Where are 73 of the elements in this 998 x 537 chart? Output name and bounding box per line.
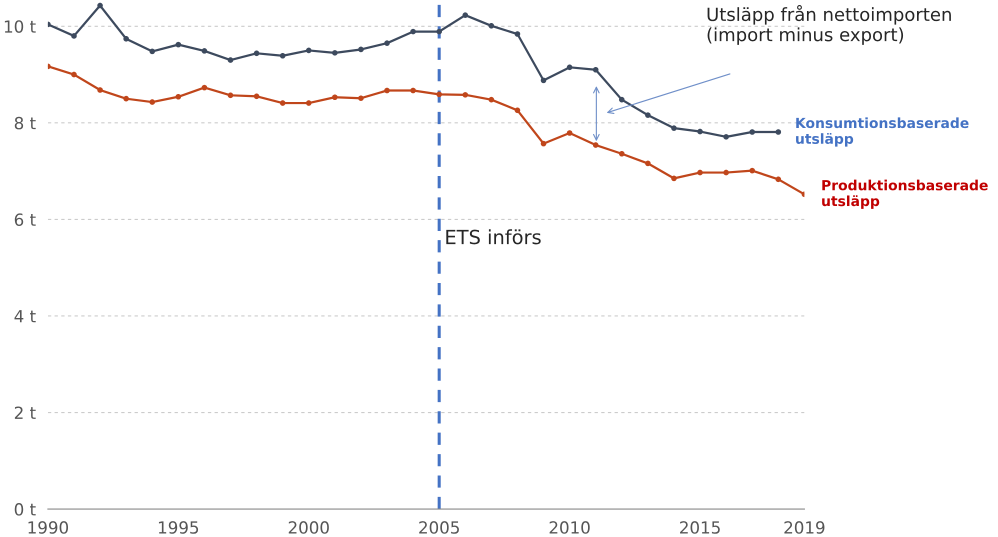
point [358,46,364,52]
point [488,23,494,29]
point [671,125,677,131]
x-tick-label: 1990 [28,521,68,534]
y-tick-label: 10 t [4,20,36,33]
point [410,28,416,34]
point [436,28,442,34]
point [462,92,468,98]
y-tick-label: 8 t [14,116,36,130]
point [280,52,286,59]
point [202,84,208,90]
y-tick-label: 0 t [14,503,36,516]
point [280,100,286,106]
annotation: Utsläpp från nettoimporten (import minus export) [708,5,951,45]
y-tick-label: 4 t [14,310,36,322]
point [123,36,129,42]
point [306,100,312,106]
point [202,48,208,54]
point [123,96,129,102]
point [332,94,338,100]
ref-line-label: ETS införs [446,229,541,244]
point [97,87,103,93]
point [228,92,234,98]
point [592,66,598,73]
point [332,50,338,56]
point [776,176,782,182]
point [566,130,572,136]
point [749,129,755,135]
point [71,72,77,78]
point [358,95,364,101]
point [514,31,520,37]
y-tick-label: 6 t [14,213,36,226]
point [228,57,234,63]
x-tick-label: 2005 [419,521,459,534]
point [697,170,703,176]
series-label: Konsumtionsbaserade utsläpp [796,117,969,147]
x-tick-label: 2000 [288,521,329,534]
point [697,128,703,134]
point [592,142,598,148]
point [462,12,468,18]
point [619,96,625,102]
point [384,40,390,46]
point [776,129,782,135]
point [645,112,651,118]
x-tick-label: 1995 [158,521,198,534]
point [540,78,546,84]
point [488,96,494,102]
point [254,94,260,100]
point [671,176,677,182]
point [749,168,755,174]
point [176,94,182,100]
point [149,48,156,54]
point [410,88,416,94]
x-tick-label: 2010 [550,521,590,534]
point [176,42,182,48]
point [254,50,260,56]
point [514,108,520,114]
point [71,33,77,39]
point [566,64,572,70]
point [306,48,312,54]
point [619,150,625,157]
point [436,92,442,98]
point [149,99,156,105]
series-label: Produktionsbaserade utsläpp [822,180,988,209]
point [645,160,651,166]
point [723,170,729,176]
point [97,2,103,8]
point [384,88,390,94]
x-tick-label: 2019 [784,521,824,534]
x-tick-label: 2015 [680,521,720,534]
y-tick-label: 2 t [14,406,36,419]
point [723,134,729,140]
point [540,140,546,146]
